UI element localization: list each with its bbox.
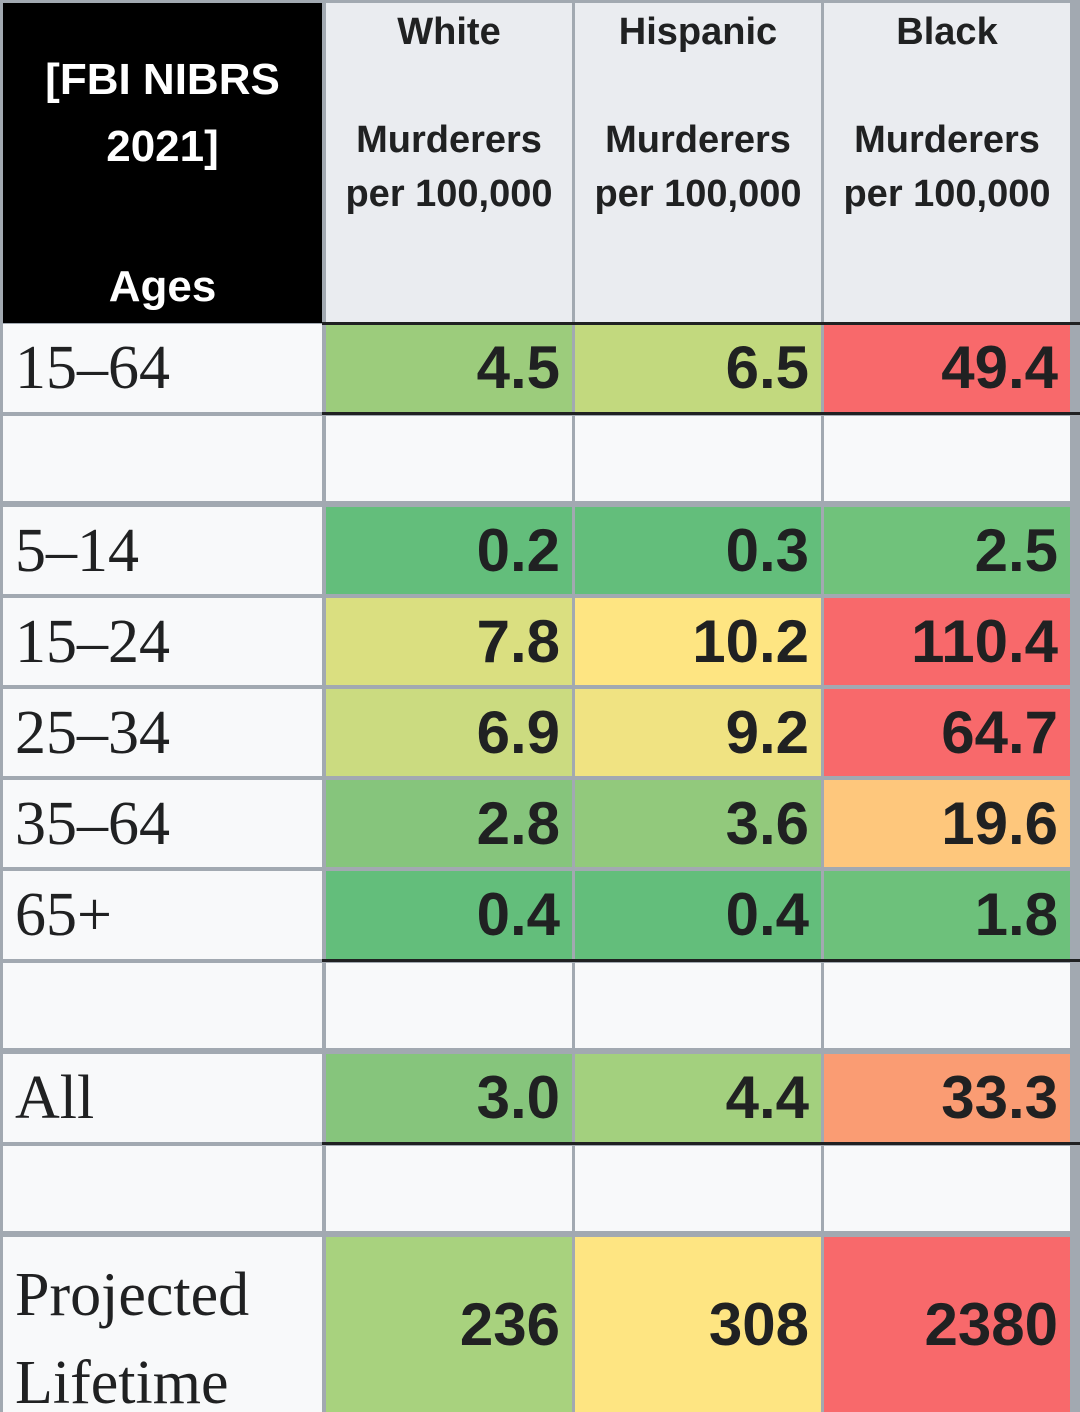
- row-label-projected-lifetime: Projected Lifetime: [3, 1237, 322, 1412]
- value-cell-hispanic: 6.5: [575, 324, 821, 412]
- value-cell-white: 3.0: [326, 1054, 572, 1142]
- row-label-25-34: 25–34: [3, 689, 322, 776]
- row-label-65-: 65+: [3, 871, 322, 959]
- corner-header-source: [FBI NIBRS: [45, 55, 280, 104]
- column-header-metric: Murderers: [854, 119, 1040, 161]
- row-label-35-64: 35–64: [3, 780, 322, 867]
- value-cell-white: 236: [326, 1237, 572, 1412]
- spacer-cell: [575, 1146, 821, 1231]
- value-cell-hispanic: 3.6: [575, 780, 821, 867]
- column-header-black: Black Murderers per 100,000: [824, 3, 1070, 323]
- value-cell-white: 4.5: [326, 324, 572, 412]
- spacer-cell: [575, 963, 821, 1048]
- corner-header-year: 2021]: [106, 122, 219, 171]
- value-cell-white: 6.9: [326, 689, 572, 776]
- value-cell-hispanic: 10.2: [575, 598, 821, 685]
- column-header-white: White Murderers per 100,000: [326, 3, 572, 323]
- spacer-cell: [326, 963, 572, 1048]
- column-header-unit: per 100,000: [843, 173, 1051, 215]
- value-cell-black: 19.6: [824, 780, 1070, 867]
- column-header-group: Black: [896, 11, 998, 53]
- row-label-line: Lifetime: [15, 1349, 229, 1412]
- value-cell-black: 64.7: [824, 689, 1070, 776]
- row-rule: [322, 1142, 1080, 1145]
- value-cell-white: 7.8: [326, 598, 572, 685]
- value-cell-black: 2.5: [824, 507, 1070, 594]
- spacer-row-label: [3, 1146, 322, 1231]
- column-header-unit: per 100,000: [594, 173, 802, 215]
- value-cell-white: 0.4: [326, 871, 572, 959]
- value-cell-white: 0.2: [326, 507, 572, 594]
- column-header-unit: per 100,000: [345, 173, 553, 215]
- row-label-15-24: 15–24: [3, 598, 322, 685]
- value-cell-black: 1.8: [824, 871, 1070, 959]
- column-header-metric: Murderers: [356, 119, 542, 161]
- header-rule: [322, 322, 1080, 325]
- value-cell-hispanic: 0.4: [575, 871, 821, 959]
- value-cell-black: 2380: [824, 1237, 1070, 1412]
- column-header-metric: Murderers: [605, 119, 791, 161]
- value-cell-black: 110.4: [824, 598, 1070, 685]
- spacer-cell: [575, 416, 821, 501]
- spacer-cell: [326, 1146, 572, 1231]
- row-rule: [322, 959, 1080, 962]
- value-cell-hispanic: 0.3: [575, 507, 821, 594]
- value-cell-hispanic: 308: [575, 1237, 821, 1412]
- spacer-cell: [824, 1146, 1070, 1231]
- value-cell-black: 49.4: [824, 324, 1070, 412]
- spacer-cell: [326, 416, 572, 501]
- spacer-row-label: [3, 416, 322, 501]
- spacer-row-label: [3, 963, 322, 1048]
- value-cell-hispanic: 9.2: [575, 689, 821, 776]
- column-header-hispanic: Hispanic Murderers per 100,000: [575, 3, 821, 323]
- column-header-group: Hispanic: [618, 11, 778, 53]
- corner-header: [FBI NIBRS 2021] Ages: [3, 3, 322, 323]
- spacer-cell: [824, 963, 1070, 1048]
- row-label-5-14: 5–14: [3, 507, 322, 594]
- corner-header-ages: Ages: [108, 262, 217, 311]
- row-rule: [322, 412, 1080, 415]
- value-cell-white: 2.8: [326, 780, 572, 867]
- row-label-all: All: [3, 1054, 322, 1142]
- row-label-line: Projected: [15, 1261, 250, 1329]
- spacer-cell: [824, 416, 1070, 501]
- value-cell-hispanic: 4.4: [575, 1054, 821, 1142]
- value-cell-black: 33.3: [824, 1054, 1070, 1142]
- column-header-group: White: [397, 11, 501, 53]
- row-label-15-64: 15–64: [3, 324, 322, 412]
